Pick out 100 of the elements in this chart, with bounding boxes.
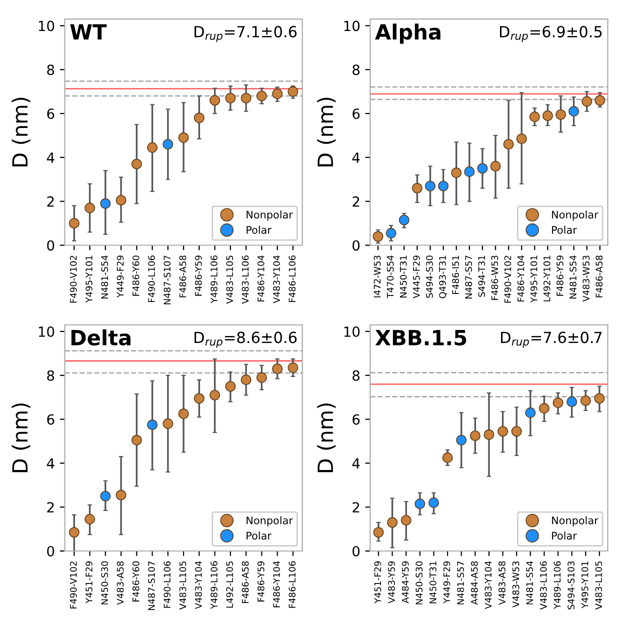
point bbox=[400, 514, 412, 526]
y-tick-label: 6 bbox=[352, 108, 360, 119]
x-tick-label: N481-S54 bbox=[570, 255, 576, 299]
x-tick-label: F486-Y104 bbox=[273, 561, 280, 608]
point bbox=[529, 112, 540, 122]
y-axis-title: D (nm) bbox=[317, 404, 336, 472]
y-tick-label: 8 bbox=[352, 64, 360, 76]
x-tick-label: F486-Y59 bbox=[556, 256, 564, 296]
x-tick-label: Q493-T31 bbox=[439, 256, 447, 298]
x-tick-label: V445-F29 bbox=[412, 256, 420, 298]
x-tick-label: F486-A58 bbox=[242, 561, 249, 603]
point bbox=[162, 418, 174, 429]
point bbox=[568, 106, 580, 117]
x-tick-label: Y489-L106 bbox=[210, 256, 218, 304]
point bbox=[116, 194, 126, 206]
legend-label: Polar bbox=[246, 532, 272, 540]
point bbox=[178, 408, 189, 420]
chart-title: Alpha bbox=[375, 24, 440, 44]
point bbox=[373, 527, 384, 538]
y-tick-label: 0 bbox=[352, 240, 360, 251]
x-tick-label: N450-S30 bbox=[101, 561, 108, 604]
point bbox=[100, 490, 111, 502]
point bbox=[428, 497, 440, 508]
point bbox=[398, 214, 410, 226]
x-tick-label: N481-S54 bbox=[101, 255, 108, 299]
x-tick-label: Y489-L106 bbox=[554, 561, 561, 610]
point bbox=[272, 88, 283, 100]
point bbox=[511, 426, 522, 437]
point bbox=[451, 168, 462, 178]
x-tick-label: V483-Y59 bbox=[388, 561, 395, 604]
point bbox=[256, 90, 267, 102]
x-tick-label: Y449-F29 bbox=[116, 256, 124, 298]
y-tick-label: 4 bbox=[46, 152, 54, 163]
y-tick-label: 8 bbox=[47, 370, 54, 381]
point bbox=[194, 112, 204, 124]
x-tick-label: N481-S54 bbox=[526, 561, 534, 604]
x-tick-label: Y451-F29 bbox=[86, 561, 92, 604]
point bbox=[210, 390, 220, 400]
x-tick-label: F486-A58 bbox=[179, 256, 186, 298]
x-tick-label: F486-Y59 bbox=[257, 561, 264, 602]
legend-label: Nonpolar bbox=[552, 210, 598, 221]
point bbox=[424, 180, 436, 192]
point bbox=[240, 92, 252, 104]
chart-title: XBB.1.5 bbox=[375, 330, 466, 346]
x-tick-label: N450-T31 bbox=[430, 562, 436, 604]
y-tick-label: 2 bbox=[47, 502, 54, 512]
x-tick-label: V483-W53 bbox=[582, 256, 590, 302]
x-tick-label: F490-V102 bbox=[70, 256, 77, 303]
x-tick-label: V483-L106 bbox=[540, 561, 547, 610]
x-tick-label: V483-L105 bbox=[226, 256, 234, 304]
x-tick-label: Y489-L106 bbox=[210, 561, 218, 610]
point bbox=[386, 228, 396, 238]
x-tick-label: V483-A58 bbox=[498, 561, 506, 605]
point bbox=[210, 95, 220, 106]
x-tick-label: V483-A58 bbox=[116, 561, 124, 605]
point bbox=[490, 160, 501, 172]
point bbox=[538, 403, 550, 414]
x-tick-label: F490-L106 bbox=[148, 256, 155, 302]
y-tick-label: 8 bbox=[352, 370, 360, 381]
legend-label: Polar bbox=[552, 226, 577, 234]
x-tick-label: T470-S54 bbox=[386, 255, 394, 298]
y-tick-label: 2 bbox=[352, 196, 360, 207]
x-tick-label: F490-L106 bbox=[164, 561, 171, 608]
x-tick-label: Y495-Y101 bbox=[581, 562, 588, 608]
legend-label: Nonpolar bbox=[246, 210, 293, 221]
y-tick-label: 6 bbox=[47, 108, 54, 119]
y-tick-label: 6 bbox=[47, 414, 54, 425]
legend-label: Polar bbox=[552, 532, 577, 540]
point bbox=[288, 362, 298, 373]
point bbox=[542, 110, 553, 121]
point bbox=[256, 372, 267, 383]
x-tick-label: S494-S30 bbox=[426, 256, 433, 298]
point bbox=[477, 163, 488, 174]
y-axis-title: D (nm) bbox=[12, 98, 30, 166]
y-tick-label: 4 bbox=[352, 152, 360, 163]
x-tick-label: F486-Y60 bbox=[132, 256, 140, 296]
y-tick-label: 10 bbox=[38, 20, 54, 32]
point bbox=[372, 231, 384, 242]
x-tick-label: V483-L105 bbox=[179, 562, 186, 610]
point bbox=[470, 430, 480, 442]
x-tick-label: S494-S103 bbox=[568, 561, 574, 610]
y-tick-label: 10 bbox=[344, 326, 360, 337]
point bbox=[225, 381, 236, 392]
x-tick-label: F486-L106 bbox=[288, 256, 296, 302]
y-tick-label: 10 bbox=[344, 20, 360, 32]
legend-label: Nonpolar bbox=[246, 516, 293, 526]
x-tick-label: Y451-F29 bbox=[374, 561, 382, 604]
point bbox=[442, 452, 453, 463]
point bbox=[288, 86, 298, 97]
y-tick-label: 0 bbox=[47, 240, 54, 251]
x-tick-label: V483-W53 bbox=[512, 561, 520, 608]
point bbox=[555, 109, 566, 120]
x-tick-label: L492-L105 bbox=[226, 562, 234, 608]
point bbox=[552, 398, 564, 408]
x-tick-label: F486-Y60 bbox=[132, 561, 140, 602]
x-tick-label: F490-V102 bbox=[504, 256, 512, 303]
annotation: D$_{rup}$=7.6±0.7 bbox=[501, 332, 602, 348]
point bbox=[503, 138, 514, 150]
legend-label: Polar bbox=[246, 226, 272, 234]
point bbox=[582, 96, 592, 107]
